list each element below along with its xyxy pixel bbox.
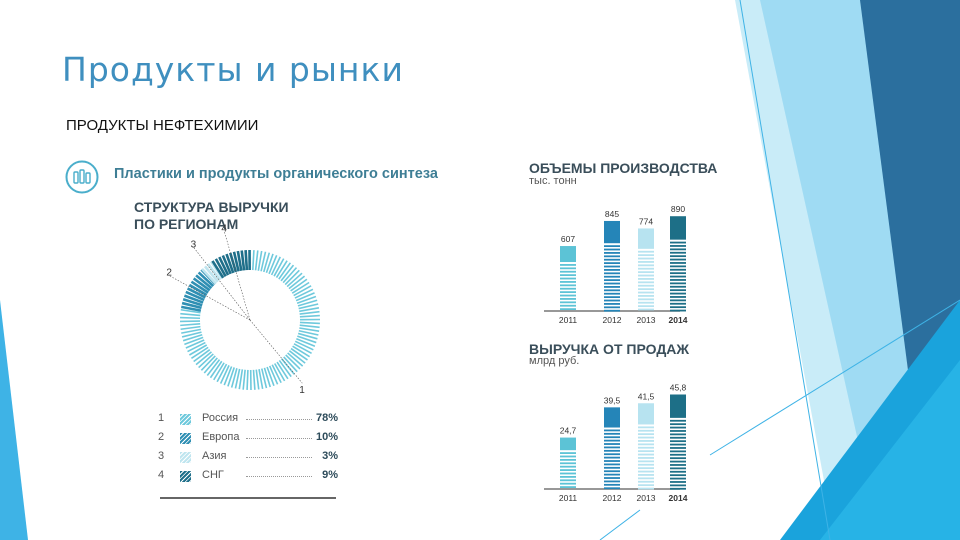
slide-title: Продукты и рынки [62,50,404,89]
donut-slice-label-2: 2 [166,268,172,279]
production-volume-bar-chart: 607 2011 845 2012 774 2013 890 2014 [544,204,688,325]
legend-swatch [180,414,191,425]
donut-slice-label-3: 3 [191,239,197,250]
legend-number: 2 [158,431,165,443]
legend-swatch [180,471,191,482]
bar-value-label: 24,7 [560,426,577,436]
bar-value-label: 607 [561,234,575,244]
bar-2014 [670,216,686,312]
legend-number: 4 [158,469,165,481]
legend-number: 1 [158,412,165,424]
legend-value: 9% [322,469,338,481]
donut-slice-1 [180,250,321,391]
donut-legend: 1 Россия 78% 2 Европа 10% 3 Азия 3% 4 СНГ 9% [158,410,340,486]
legend-row-3: 3 Азия 3% [158,448,340,467]
legend-leader-dots [246,457,312,458]
legend-row-1: 1 Россия 78% [158,410,340,429]
bar-value-label: 45,8 [670,382,687,392]
legend-value: 3% [322,450,338,462]
donut-slice-2 [180,268,217,312]
bar-category-label: 2012 [603,315,622,325]
section-title: Пластики и продукты органического синтез… [114,166,438,182]
bar-category-label: 2011 [559,493,578,503]
revenue-bar-chart: 24,7 2011 39,5 2012 41,5 2013 45,8 2014 [544,382,688,503]
bar-value-label: 39,5 [604,395,621,405]
bar-2012 [604,220,620,312]
legend-swatch [180,433,191,444]
donut-slice-label-4: 4 [221,224,227,235]
legend-value: 10% [315,431,338,443]
bar-value-label: 845 [605,209,619,219]
donut-slice-4 [211,249,251,279]
bar-2011 [560,246,576,311]
bar-2014 [670,394,686,490]
bar-2012 [604,407,620,490]
legend-swatch [180,452,191,463]
legend-value: 78% [315,412,338,424]
bottles-icon [65,160,99,194]
legend-number: 3 [158,450,165,462]
bar-category-label: 2011 [559,315,578,325]
legend-label: Россия [202,412,239,424]
donut-chart-title-line-2: ПО РЕГИОНАМ [134,216,239,232]
donut-chart-title: СТРУКТУРА ВЫРУЧКИ ПО РЕГИОНАМ [134,199,289,233]
slide-subtitle: ПРОДУКТЫ НЕФТЕХИМИИ [66,117,259,134]
bar-value-label: 774 [639,216,653,226]
production-chart-title: ОБЪЕМЫ ПРОИЗВОДСТВА [529,160,718,176]
bar-category-label: 2012 [603,493,622,503]
legend-label: СНГ [202,469,224,481]
legend-row-2: 2 Европа 10% [158,429,340,448]
production-chart-unit: тыс. тонн [529,175,577,187]
bar-value-label: 41,5 [638,391,655,401]
revenue-structure-donut-chart: 1 2 3 4 [166,224,321,396]
bar-category-label: 2014 [669,493,688,503]
bar-2011 [560,437,576,488]
revenue-chart-title: ВЫРУЧКА ОТ ПРОДАЖ [529,341,690,357]
donut-slice-label-1: 1 [299,385,305,396]
bar-category-label: 2013 [637,315,656,325]
revenue-chart-unit: млрд руб. [529,355,580,367]
bar-value-label: 890 [671,204,685,214]
legend-divider [160,497,336,499]
legend-leader-dots [246,419,312,420]
legend-row-4: 4 СНГ 9% [158,467,340,486]
bar-2013 [638,403,654,490]
donut-chart-title-line-1: СТРУКТУРА ВЫРУЧКИ [134,199,289,215]
bar-2013 [638,228,654,311]
legend-label: Азия [202,450,227,462]
bar-category-label: 2013 [637,493,656,503]
legend-leader-dots [246,438,312,439]
legend-leader-dots [246,476,312,477]
bar-category-label: 2014 [669,315,688,325]
legend-label: Европа [202,431,240,443]
